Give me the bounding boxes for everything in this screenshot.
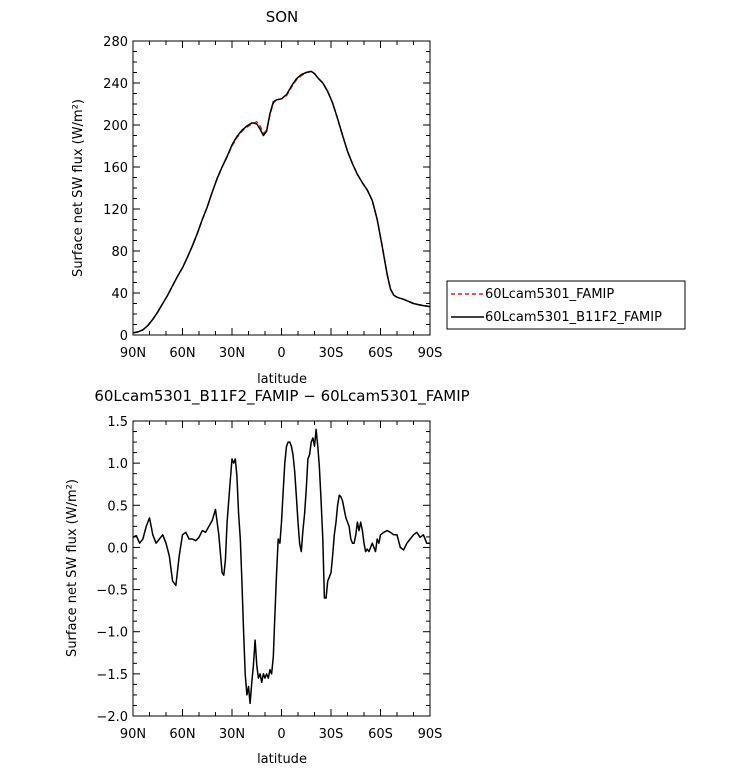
top-x-tick-label: 60S (368, 346, 393, 361)
top-x-tick-label: 60N (169, 346, 195, 361)
top-x-axis-label: latitude (257, 372, 307, 387)
bottom-y-tick-label: 1.0 (107, 457, 128, 472)
top-chart-title: SON (266, 8, 299, 26)
top-y-tick-label: 160 (103, 161, 128, 176)
bottom-y-tick-label: 1.5 (107, 415, 128, 430)
bottom-y-axis-label: Surface net SW flux (W/m²) (65, 479, 80, 657)
top-y-tick-label: 280 (103, 35, 128, 50)
legend-label-b11f2: 60Lcam5301_B11F2_FAMIP (485, 310, 662, 325)
bottom-series-line-0 (132, 428, 430, 705)
top-series-line-0 (132, 70, 431, 334)
bottom-x-tick-label: 90S (418, 727, 443, 742)
top-x-tick-label: 90S (418, 346, 443, 361)
bottom-x-tick-label: 0 (277, 727, 285, 742)
legend-box (446, 280, 686, 330)
top-y-axis-label: Surface net SW flux (W/m²) (71, 99, 86, 277)
top-x-tick-label: 30N (219, 346, 245, 361)
top-y-tick-label: 40 (111, 287, 128, 302)
top-x-tick-label: 0 (277, 346, 285, 361)
top-series-line-1 (132, 70, 431, 334)
top-x-tick-label: 30S (319, 346, 344, 361)
bottom-x-tick-label: 60N (169, 727, 195, 742)
bottom-y-tick-label: −1.5 (96, 668, 128, 683)
top-plot-frame (132, 40, 431, 336)
bottom-x-tick-label: 60S (368, 727, 393, 742)
bottom-x-axis-label: latitude (257, 752, 307, 767)
bottom-x-tick-label: 30N (219, 727, 245, 742)
legend-label-famip: 60Lcam5301_FAMIP (485, 287, 614, 302)
top-x-tick-label: 90N (120, 346, 146, 361)
bottom-y-tick-label: 0.5 (107, 499, 128, 514)
bottom-y-tick-label: −1.0 (96, 626, 128, 641)
bottom-plot: 90N 60N 30N 0 30S 60S 90S −2.0 −1.5 −1.0 −0.5 0.0 0.… (96, 415, 442, 742)
top-plot: 90N 60N 30N 0 30S 60S 90S 0 40 80 120 160 200 240 280 (103, 35, 442, 361)
bottom-y-tick-label: −0.5 (96, 584, 128, 599)
top-y-tick-label: 0 (120, 329, 128, 344)
bottom-x-tick-label: 90N (120, 727, 146, 742)
bottom-chart-title: 60Lcam5301_B11F2_FAMIP − 60Lcam5301_FAMI… (94, 387, 469, 406)
bottom-y-tick-label: −2.0 (96, 710, 128, 725)
bottom-y-tick-label: 0.0 (107, 541, 128, 556)
legend: 60Lcam5301_FAMIP 60Lcam5301_B11F2_FAMIP (446, 280, 686, 330)
top-y-tick-label: 80 (111, 245, 128, 260)
top-y-tick-label: 120 (103, 203, 128, 218)
bottom-x-tick-label: 30S (319, 727, 344, 742)
top-y-tick-label: 240 (103, 77, 128, 92)
top-y-tick-label: 200 (103, 119, 128, 134)
